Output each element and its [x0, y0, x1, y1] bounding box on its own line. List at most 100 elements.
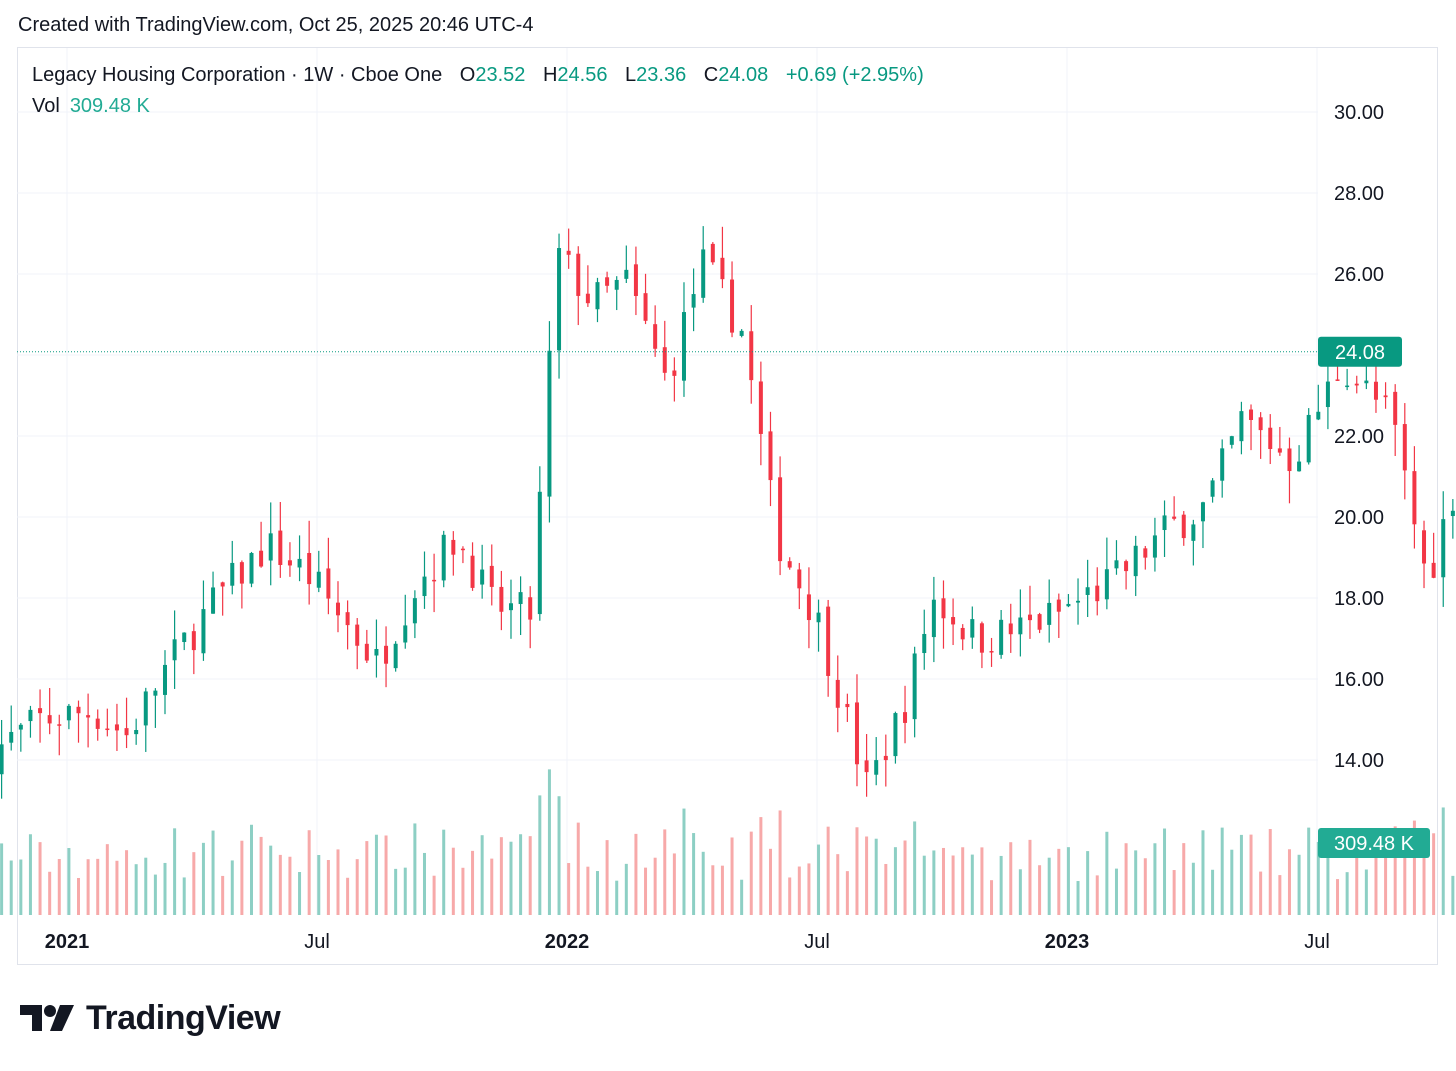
volume-bar — [336, 849, 340, 915]
volume-bar — [1297, 854, 1301, 915]
volume-bar — [432, 875, 436, 915]
candle-body — [287, 560, 292, 566]
candle-body — [1373, 381, 1378, 400]
chart-frame — [17, 47, 1438, 965]
candle-body — [1095, 585, 1100, 602]
candle-body — [624, 269, 629, 279]
y-tick-label: 20.00 — [1334, 507, 1384, 529]
tradingview-logo-icon — [20, 1005, 74, 1031]
candle-body — [710, 243, 715, 263]
volume-bar — [807, 863, 811, 915]
volume-bar — [1374, 848, 1378, 915]
candle-body — [355, 624, 360, 646]
volume-bar — [1018, 869, 1022, 915]
volume-bar — [125, 850, 129, 915]
volume-bar — [682, 808, 686, 915]
candle-body — [191, 631, 196, 651]
volume-bar — [38, 842, 42, 915]
volume-bar — [1163, 828, 1167, 915]
candle-body — [662, 347, 667, 373]
volume-bar — [538, 795, 542, 915]
volume-bar — [1249, 834, 1253, 915]
volume-bar — [970, 854, 974, 915]
volume-bar — [586, 866, 590, 915]
volume-bar — [0, 843, 4, 915]
candle-body — [1133, 545, 1138, 577]
last-price-badge[interactable]: 24.08 — [1318, 336, 1402, 367]
volume-bar — [759, 817, 763, 915]
x-tick-label: 2022 — [545, 931, 590, 953]
candle-body — [57, 724, 62, 726]
volume-bar — [461, 867, 465, 915]
volume-bar — [422, 852, 426, 915]
candle-body — [230, 562, 235, 586]
candle-body — [316, 571, 321, 588]
y-tick-label: 26.00 — [1334, 264, 1384, 286]
volume-bar — [201, 842, 205, 915]
candle-body — [1412, 471, 1417, 525]
candle-body — [749, 331, 754, 381]
candle-body — [143, 691, 148, 726]
volume-bar — [701, 851, 705, 915]
high-value: 24.56 — [557, 64, 608, 86]
low-label: L — [625, 64, 637, 86]
candle-body — [1393, 391, 1398, 425]
candle-body — [105, 728, 110, 731]
candle-body — [1268, 427, 1273, 450]
volume-bar — [749, 831, 753, 915]
candle-body — [95, 718, 100, 729]
candle-body — [441, 534, 446, 581]
volume-bar — [1316, 841, 1320, 915]
volume-bar — [394, 868, 398, 915]
candle-body — [806, 594, 811, 621]
volume-badge[interactable]: 309.48 K — [1318, 828, 1430, 858]
candle-body — [672, 370, 677, 376]
candle-body — [345, 612, 350, 626]
candle-body — [249, 553, 254, 584]
volume-bar — [903, 840, 907, 915]
volume-bar — [836, 854, 840, 915]
volume-bar — [1393, 826, 1397, 915]
candle-body — [893, 713, 898, 757]
volume-bar — [528, 836, 532, 915]
candle-body — [393, 643, 398, 669]
candle-body — [768, 431, 773, 481]
volume-bar — [509, 841, 513, 915]
candle-body — [778, 477, 783, 562]
candle-body — [528, 597, 533, 620]
candle-body — [1306, 414, 1311, 463]
candle-body — [1431, 562, 1436, 578]
candle-body — [172, 639, 177, 661]
volume-bar — [865, 836, 869, 915]
volume-bar — [240, 840, 244, 915]
candle-body — [182, 632, 187, 643]
volume-bar — [355, 859, 359, 915]
candle-body — [701, 249, 706, 298]
candle-body — [518, 592, 523, 605]
candle-body — [124, 728, 129, 736]
y-tick-label: 28.00 — [1334, 183, 1384, 205]
volume-bar — [115, 860, 119, 915]
volume-bar — [999, 855, 1003, 915]
volume-bar — [557, 796, 561, 915]
volume-bar — [192, 852, 196, 915]
candle-body — [1162, 515, 1167, 531]
x-tick-label: Jul — [804, 931, 830, 953]
volume-bar — [644, 867, 648, 915]
volume-bar — [221, 875, 225, 915]
volume-bar — [855, 827, 859, 915]
tradingview-brand[interactable]: TradingView — [20, 998, 281, 1038]
candle-body — [614, 279, 619, 290]
volume-bar — [567, 863, 571, 915]
candle-body — [335, 602, 340, 616]
candle-body — [38, 708, 43, 714]
volume-bar — [480, 835, 484, 915]
volume-bar — [1422, 835, 1426, 915]
volume-bar — [269, 845, 273, 915]
volume-bar — [797, 866, 801, 915]
volume-bar — [1076, 881, 1080, 915]
volume-bar — [374, 834, 378, 915]
candle-body — [28, 709, 33, 722]
volume-bar — [163, 862, 167, 915]
